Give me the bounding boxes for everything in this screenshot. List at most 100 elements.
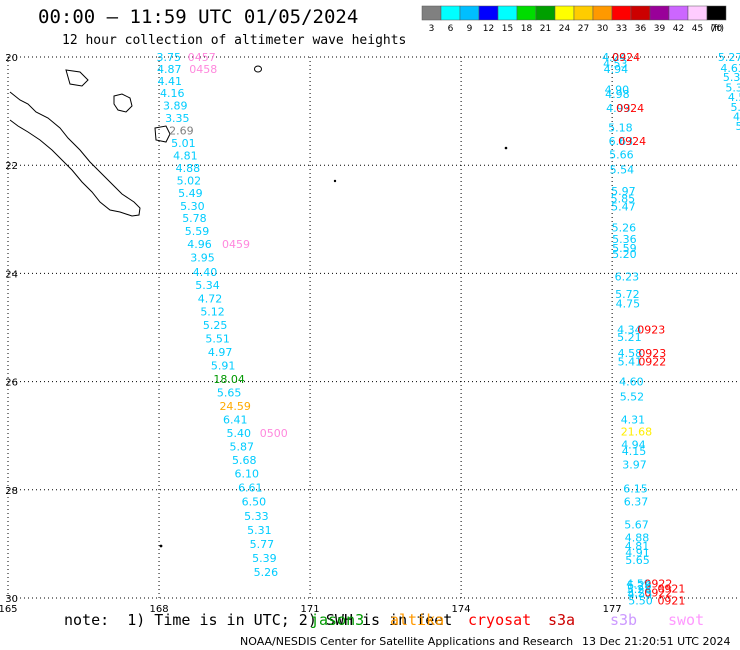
wave-height-label: 4.63 — [720, 62, 740, 75]
colorbar-label: 15 — [502, 24, 513, 34]
wave-height-label: 4.88 — [625, 531, 650, 544]
wave-height-label: 5.33 — [244, 510, 269, 523]
wave-height-label: 5.67 — [624, 518, 649, 531]
wave-height-label: 4.81 — [173, 149, 198, 162]
colorbar-swatch — [592, 5, 613, 21]
y-tick-label: 20 — [5, 53, 18, 64]
colorbar-label: 9 — [467, 24, 473, 34]
wave-height-label: 21.68 — [621, 425, 653, 438]
wave-height-label: 0923 — [637, 324, 665, 337]
colorbar-swatch — [478, 5, 499, 21]
wave-height-label: 5.65 — [625, 554, 650, 567]
wave-height-label: 5.49 — [178, 187, 203, 200]
credit-line: NOAA/NESDIS Center for Satellite Applica… — [240, 635, 574, 648]
wave-height-label: 0924 — [618, 135, 646, 148]
wave-height-label: 4.72 — [198, 292, 223, 305]
wave-height-label: 3.35 — [165, 112, 190, 125]
wave-height-label: 5 — [735, 120, 740, 133]
satellite-legend: jason3 altika cryosat s3a s3b swot — [0, 611, 740, 631]
wave-height-label: 4.60 — [619, 376, 644, 389]
wave-height-label: 5.59 — [612, 242, 637, 255]
colorbar-swatch — [573, 5, 594, 21]
satellite-altika: altika — [390, 611, 445, 629]
wave-height-label: 2.69 — [169, 125, 194, 138]
colorbar-swatch — [440, 5, 461, 21]
wave-height-label: 0457 — [188, 51, 216, 64]
wave-height-label: 5.30 — [180, 200, 205, 213]
wave-height-label: 5.25 — [627, 587, 652, 600]
wave-height-label: 4.40 — [193, 266, 218, 279]
wave-height-label: 6.63 — [609, 135, 634, 148]
colorbar: 3 6 9 12 15 18 21 24 27 30 33 36 39 42 45 70(ft) — [421, 5, 727, 34]
satellite-jason3: jason3 — [310, 611, 365, 629]
wave-height-label: 5.34 — [195, 279, 220, 292]
new-caledonia-coast — [9, 91, 141, 217]
wave-height-label: 4.94 — [604, 63, 629, 76]
wave-height-label: 3.89 — [163, 100, 188, 113]
y-tick-label: 28 — [5, 486, 18, 497]
mare-island — [154, 125, 171, 143]
coastline — [9, 65, 508, 548]
wave-height-label: 0500 — [260, 427, 288, 440]
wave-height-label: 4.94 — [621, 438, 646, 451]
wave-height-label: 5.72 — [615, 288, 640, 301]
colorbar-label: 30 — [597, 24, 609, 34]
wave-height-label: 5.52 — [620, 391, 645, 404]
wave-height-label: 5.59 — [185, 225, 210, 238]
satellite-s3a: s3a — [548, 611, 576, 629]
wave-height-label: 0922 — [638, 356, 666, 369]
colorbar-swatch — [611, 5, 632, 21]
wave-height-label: 4. — [733, 111, 740, 124]
wave-height-label: 0922 — [644, 587, 672, 600]
wave-height-label: 5.40 — [226, 427, 251, 440]
wave-height-label: 4.31 — [621, 413, 646, 426]
wave-height-label: 5.85 — [611, 193, 636, 206]
wave-height-label: 5.38 — [725, 81, 740, 94]
wave-height-label: 6.23 — [615, 271, 640, 284]
wave-height-label: 4.75 — [616, 298, 641, 311]
wave-height-label: 5.27 — [718, 51, 740, 64]
colorbar-swatch — [630, 5, 651, 21]
colorbar-swatch — [668, 5, 689, 21]
wave-height-label: 0921 — [657, 582, 685, 595]
islet — [504, 146, 508, 150]
colorbar-label: 6 — [448, 24, 454, 34]
satellite-swot: swot — [668, 611, 705, 629]
chart-subtitle: 12 hour collection of altimeter wave hei… — [62, 33, 407, 48]
wave-height-label: 6.41 — [223, 413, 248, 426]
wave-height-label: 5.78 — [182, 212, 207, 225]
wave-height-label: 5.4 — [730, 101, 740, 114]
wave-height-label: 4.81 — [625, 540, 650, 553]
colorbar-label: 21 — [540, 24, 551, 34]
wave-height-label: 5.68 — [232, 454, 257, 467]
wave-height-label: 5.97 — [611, 185, 636, 198]
wave-height-label: 5.39 — [252, 552, 277, 565]
x-tick-label: 174 — [452, 604, 471, 615]
wave-height-label: 4.88 — [176, 162, 201, 175]
wave-height-label: 4.87 — [157, 63, 182, 76]
islet — [159, 544, 163, 548]
wave-height-label: 5.77 — [250, 538, 274, 551]
wave-height-label: 0923 — [638, 347, 666, 360]
wave-height-label: 5.20 — [612, 248, 637, 261]
wave-height-label: 5.41 — [618, 356, 643, 369]
colorbar-label: 70 — [711, 24, 723, 34]
wave-height-label: 18.04 — [213, 373, 245, 386]
colorbar-swatch — [649, 5, 670, 21]
islet — [254, 65, 262, 73]
wave-height-label: 5.26 — [627, 579, 652, 592]
generation-timestamp: 13 Dec 21:20:51 UTC 2024 — [582, 635, 731, 648]
wave-height-label: 0924 — [616, 102, 644, 115]
wave-height-label: 5.25 — [203, 319, 228, 332]
y-tick-label: 22 — [5, 161, 18, 172]
wave-height-label: 24.59 — [219, 400, 251, 413]
wave-height-label: 5.66 — [609, 148, 634, 161]
wave-height-label: 5.26 — [612, 221, 637, 234]
x-tick-label: 171 — [301, 604, 320, 615]
y-tick-label: 26 — [5, 378, 18, 389]
wave-height-label: 0921 — [657, 595, 685, 608]
wave-height-label: 5.37 — [723, 71, 740, 84]
y-tick-label: 30 — [5, 594, 18, 605]
colorbar-label: 3 — [429, 24, 435, 34]
colorbar-swatch — [516, 5, 537, 21]
